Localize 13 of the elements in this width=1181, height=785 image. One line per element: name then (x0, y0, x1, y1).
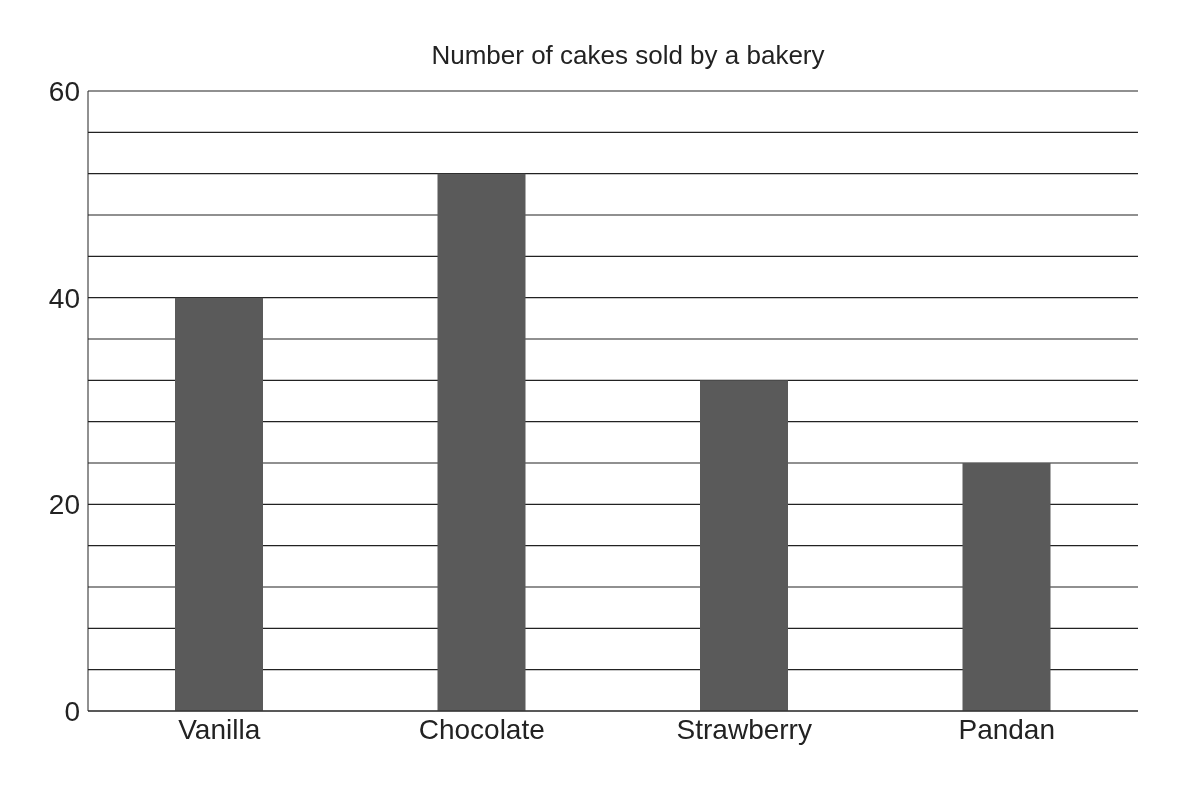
x-tick-label: Strawberry (676, 713, 812, 745)
y-tick-label: 20 (48, 489, 80, 521)
y-tick-label: 40 (48, 282, 80, 314)
bar (700, 380, 788, 711)
bar (437, 173, 526, 711)
y-tick-label: 0 (64, 695, 80, 727)
chart-title: Number of cakes sold by a bakery (430, 40, 826, 71)
x-tick-label: Vanilla (178, 713, 261, 745)
bar (175, 297, 263, 711)
x-tick-label: Chocolate (418, 713, 545, 745)
x-tick-label: Pandan (958, 713, 1056, 745)
bar (962, 463, 1051, 711)
y-tick-label: 60 (48, 75, 80, 107)
